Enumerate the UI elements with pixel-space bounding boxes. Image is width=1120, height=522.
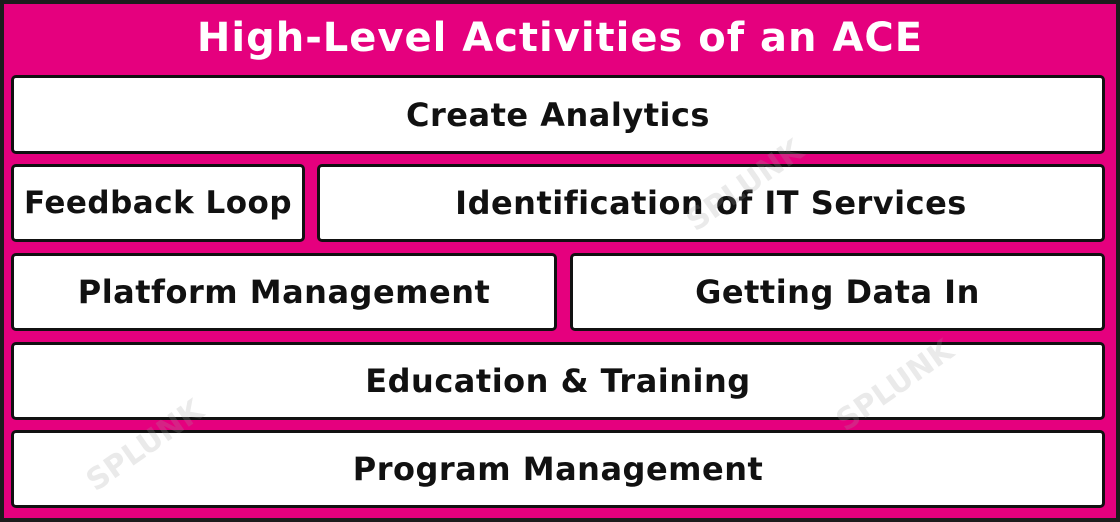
box-platform-management: Platform Management	[11, 253, 557, 331]
box-education-training: Education & Training	[11, 342, 1105, 420]
diagram-title: High-Level Activities of an ACE	[196, 15, 924, 61]
box-program-management: Program Management	[11, 430, 1105, 508]
box-create-analytics: Create Analytics	[11, 75, 1105, 154]
box-getting-data-in: Getting Data In	[570, 253, 1105, 331]
box-identification-of-it-services: Identification of IT Services	[317, 164, 1105, 242]
box-feedback-loop: Feedback Loop	[11, 164, 305, 242]
